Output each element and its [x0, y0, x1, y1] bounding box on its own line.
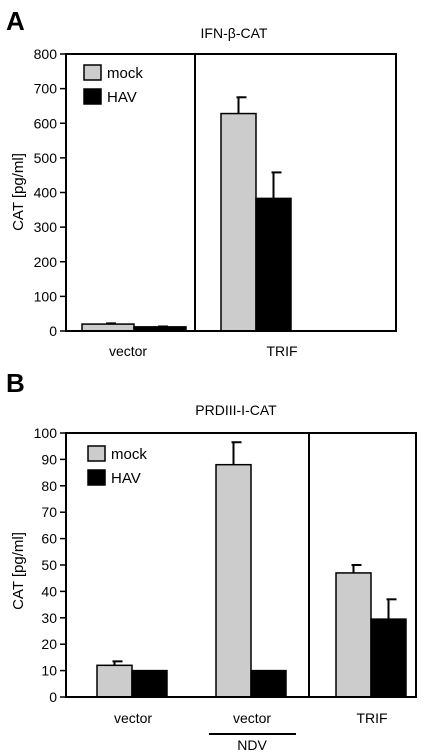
legend-a: mock HAV: [83, 64, 143, 106]
y-tick-label-b: 20: [41, 636, 57, 652]
bar-mock-a: [81, 323, 135, 332]
y-tick-label-b: 90: [41, 451, 57, 467]
legend-label-mock-b: mock: [111, 446, 147, 463]
y-tick-label-b: 50: [41, 557, 57, 573]
legend-b: mock HAV: [87, 445, 147, 487]
bar-mock-b: [96, 664, 133, 698]
bar-hav-a: [255, 197, 292, 332]
plot-frame-b: [65, 432, 417, 698]
legend-label-hav-a: HAV: [107, 89, 137, 106]
x-category-label-a: vector: [109, 343, 147, 359]
y-tick-label-a: 400: [34, 185, 58, 201]
y-tick-label-a: 800: [34, 46, 58, 62]
y-tick-label-a: 500: [34, 150, 58, 166]
chart-panel-b: B PRDIII-I-CAT CAT [pg/ml] 0 10 20 30 40 50 60…: [6, 368, 417, 753]
y-tick-label-b: 40: [41, 583, 57, 599]
legend-label-mock-a: mock: [107, 65, 143, 82]
bar-hav-b: [370, 618, 407, 698]
x-category-label-a: TRIF: [266, 343, 297, 359]
y-tick-label-b: 30: [41, 610, 57, 626]
y-axis-label-b: CAT [pg/ml]: [10, 532, 27, 610]
y-tick-label-b: 0: [49, 689, 57, 705]
y-tick-label-b: 10: [41, 663, 57, 679]
legend-label-hav-b: HAV: [111, 470, 141, 487]
y-tick-label-a: 700: [34, 81, 58, 97]
y-tick-label-a: 200: [34, 254, 58, 270]
chart-title-b: PRDIII-I-CAT: [195, 402, 277, 418]
y-tick-label-b: 70: [41, 504, 57, 520]
legend-swatch-hav-b: [87, 469, 106, 486]
y-tick-label-a: 0: [49, 323, 57, 339]
bar-hav-b: [131, 669, 168, 698]
x-category-label-b: vector: [233, 710, 271, 726]
y-axis-label-a: CAT [pg/ml]: [10, 153, 27, 231]
legend-swatch-mock-a: [83, 64, 102, 81]
y-tick-label-b: 80: [41, 478, 57, 494]
y-tick-label-a: 600: [34, 115, 58, 131]
bar-mock-b: [215, 463, 252, 698]
chart-panel-a: A IFN-β-CAT CAT [pg/ml] 0 100 200 300 400 500…: [6, 6, 397, 359]
bar-mock-a: [220, 112, 257, 332]
legend-swatch-hav-a: [83, 88, 102, 105]
ndv-group-label: NDV: [237, 737, 267, 753]
bar-hav-b: [250, 669, 287, 698]
panel-letter-a: A: [6, 6, 25, 36]
y-tick-label-a: 300: [34, 219, 58, 235]
y-tick-label-b: 100: [34, 425, 58, 441]
bar-mock-b: [335, 572, 372, 698]
plot-frame-a: [65, 53, 397, 332]
panel-letter-b: B: [6, 368, 25, 398]
x-category-label-b: vector: [114, 710, 152, 726]
chart-title-a: IFN-β-CAT: [201, 25, 268, 41]
legend-swatch-mock-b: [87, 445, 106, 462]
x-category-label-b: TRIF: [356, 710, 387, 726]
y-tick-label-a: 100: [34, 288, 58, 304]
y-tick-label-b: 60: [41, 531, 57, 547]
